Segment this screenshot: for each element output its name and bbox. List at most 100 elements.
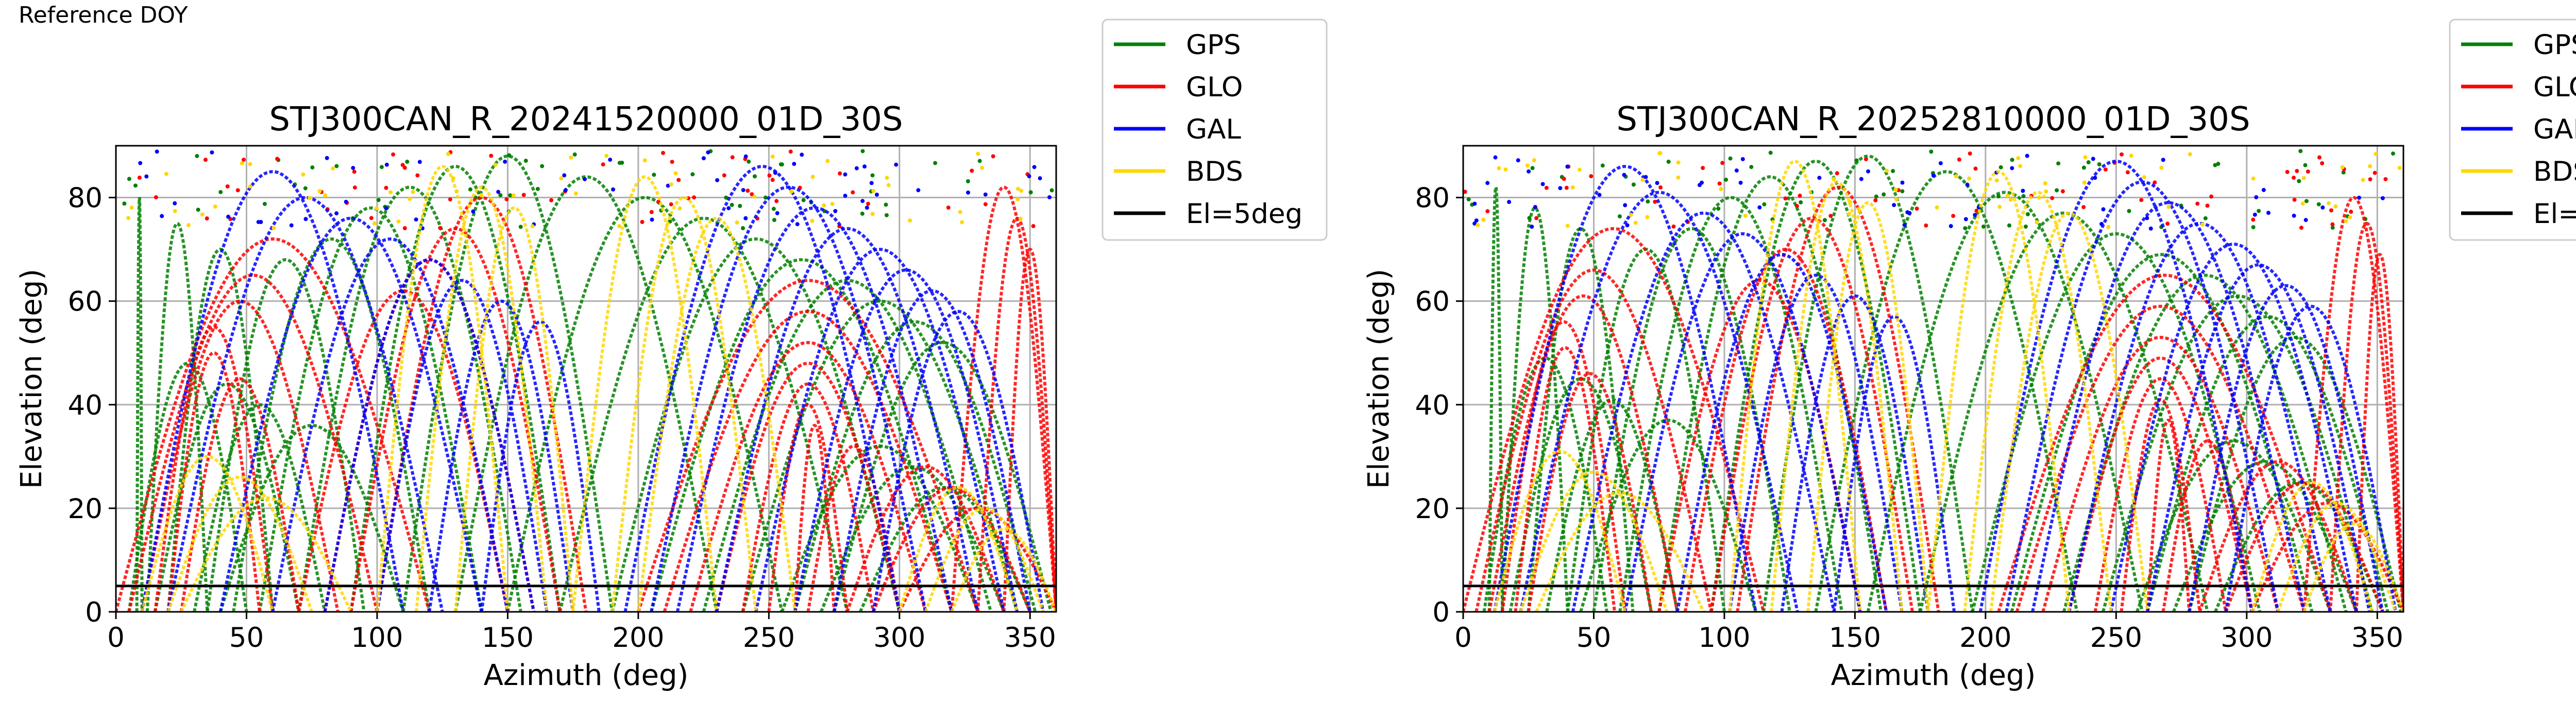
track-gps-9 (1814, 170, 2079, 612)
data-point (1974, 209, 1979, 213)
track-glo-13 (2093, 377, 2228, 612)
data-point (186, 223, 191, 228)
track-gal-9 (2005, 180, 2280, 612)
track-glo-18 (2224, 481, 2384, 612)
track-glo-12 (2067, 356, 2253, 612)
data-point (726, 206, 731, 211)
track-glo-16 (2161, 439, 2253, 612)
data-point (1891, 169, 1895, 174)
data-point (507, 153, 512, 158)
data-point (2010, 166, 2014, 170)
data-point (2161, 158, 2165, 162)
track-gal-14 (833, 289, 1032, 612)
track-path (1618, 196, 1844, 612)
x-tick-label: 100 (351, 622, 403, 654)
track-bds-8 (636, 216, 797, 612)
series-bds (1476, 151, 2403, 612)
data-point (1466, 197, 1471, 202)
track-gal-10 (675, 206, 954, 612)
data-point (1629, 213, 1633, 217)
data-point (1493, 155, 1498, 160)
track-path (1519, 470, 1669, 612)
series-bds (126, 151, 1056, 612)
data-point (2301, 176, 2306, 180)
data-point (1856, 207, 1861, 212)
data-point (1633, 220, 1638, 225)
track-path (2146, 418, 2191, 612)
track-path (1736, 185, 1940, 612)
axes-frame (115, 145, 1057, 613)
track-path (650, 258, 954, 612)
data-point (1822, 218, 1827, 222)
data-point (743, 216, 748, 220)
x-tick-label: 50 (229, 622, 264, 654)
y-axis-label: Elevation (deg) (1362, 269, 1396, 489)
data-point (518, 225, 523, 229)
data-point (958, 210, 962, 214)
axes-frame (1462, 145, 2404, 613)
track-glo-0 (116, 237, 431, 612)
data-point (773, 170, 777, 175)
track-path (375, 165, 510, 612)
track-path (1971, 232, 2262, 612)
data-point (521, 193, 526, 197)
track-gps-24 (2214, 481, 2384, 612)
data-point (1828, 214, 1833, 218)
track-path (375, 196, 588, 612)
track-glo-5 (1527, 372, 1653, 612)
data-point (2050, 196, 2055, 200)
data-point (523, 159, 528, 163)
data-point (493, 163, 498, 167)
data-point (2316, 202, 2321, 207)
series-glo (116, 149, 1056, 612)
track-path (1919, 211, 2209, 612)
data-point (2317, 155, 2321, 160)
track-path (976, 216, 1056, 612)
data-point (2099, 221, 2104, 226)
data-point (650, 217, 654, 222)
data-point (1485, 181, 1490, 185)
data-point (1963, 217, 1968, 221)
data-point (2139, 198, 2144, 202)
data-point (1028, 190, 1033, 195)
data-point (1497, 166, 1501, 170)
track-path (845, 465, 1006, 612)
track-path (2198, 460, 2358, 612)
data-point (138, 161, 143, 165)
data-point (2320, 161, 2325, 165)
track-path (897, 486, 1019, 612)
track-path (323, 258, 536, 612)
data-point (1533, 205, 1537, 210)
track-path (1832, 315, 1956, 612)
track-glo-11 (689, 341, 927, 612)
track-gps-20 (193, 403, 327, 612)
track-gal-1 (1519, 191, 1799, 612)
data-point (1914, 207, 1919, 211)
x-tick-label: 0 (1454, 622, 1472, 654)
data-point (1631, 182, 1636, 187)
data-point (851, 190, 855, 195)
data-point (1516, 158, 1520, 163)
track-glo-19 (898, 506, 1056, 612)
track-glo-8 (2354, 253, 2403, 612)
track-path (2329, 221, 2403, 612)
track-gal-11 (715, 227, 979, 612)
data-point (2216, 162, 2221, 166)
data-point (800, 152, 804, 157)
track-path (1623, 232, 1862, 612)
track-gps-5 (1618, 196, 1844, 612)
data-point (1900, 189, 1905, 194)
data-point (2200, 222, 2205, 227)
track-path (116, 237, 431, 612)
data-point (372, 221, 377, 226)
track-path (1487, 294, 1679, 612)
data-point (1476, 223, 1480, 228)
track-path (1926, 170, 2071, 612)
track-glo-5 (179, 377, 300, 612)
track-path (154, 325, 275, 612)
track-path (611, 196, 757, 612)
data-point (960, 220, 964, 225)
data-point (669, 182, 673, 187)
y-tick-label: 60 (1415, 286, 1450, 318)
data-point (2086, 160, 2091, 165)
